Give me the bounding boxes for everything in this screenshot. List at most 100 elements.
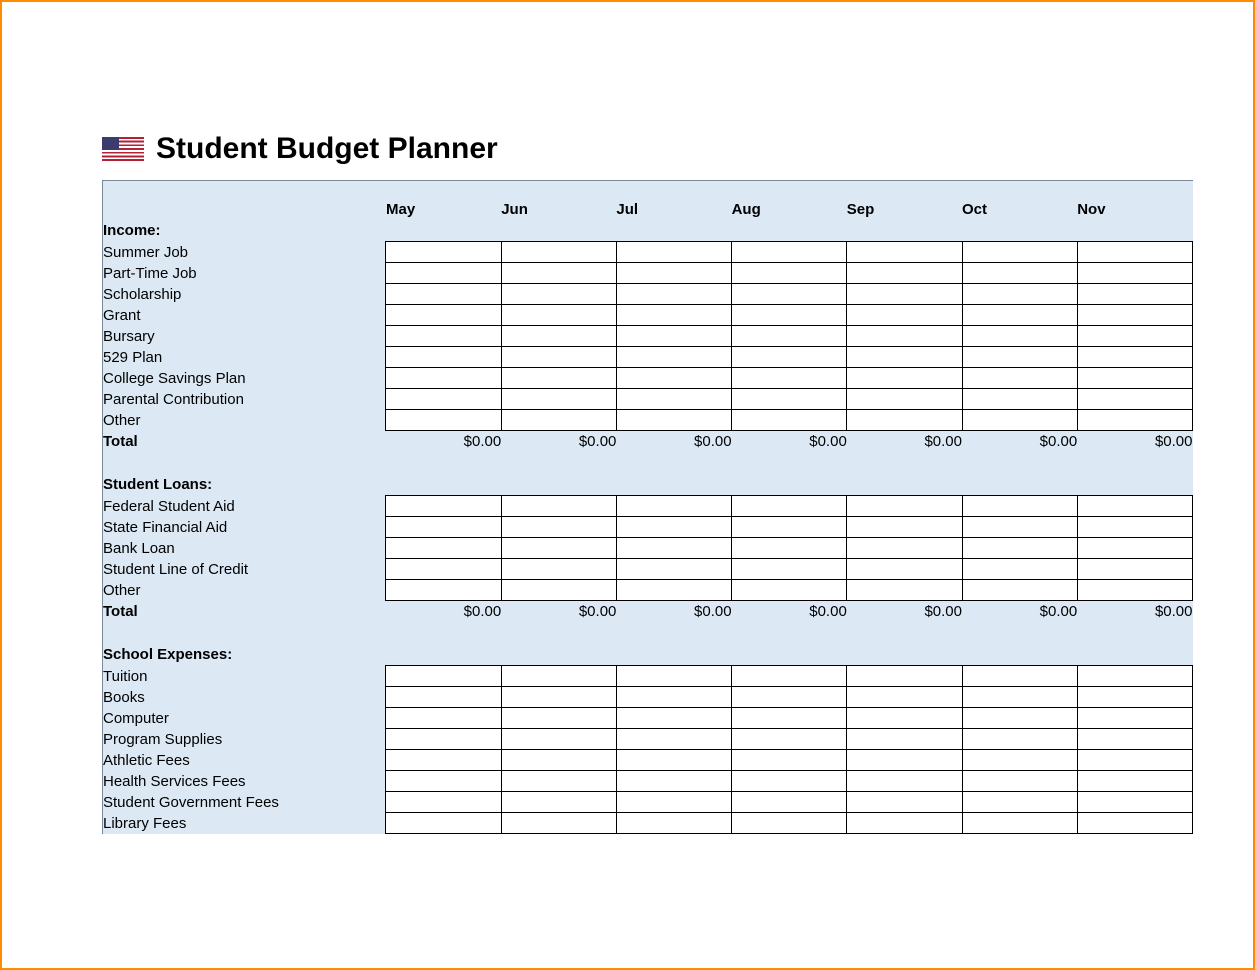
budget-input-cell[interactable] — [386, 792, 501, 813]
budget-input-cell[interactable] — [962, 496, 1077, 517]
budget-input-cell[interactable] — [962, 263, 1077, 284]
budget-input-cell[interactable] — [962, 305, 1077, 326]
budget-input-cell[interactable] — [501, 813, 616, 834]
budget-input-cell[interactable] — [732, 750, 847, 771]
budget-input-cell[interactable] — [616, 517, 731, 538]
budget-input-cell[interactable] — [501, 347, 616, 368]
budget-input-cell[interactable] — [616, 813, 731, 834]
budget-input-cell[interactable] — [847, 771, 962, 792]
budget-input-cell[interactable] — [732, 708, 847, 729]
budget-input-cell[interactable] — [501, 771, 616, 792]
budget-input-cell[interactable] — [962, 708, 1077, 729]
budget-input-cell[interactable] — [386, 729, 501, 750]
budget-input-cell[interactable] — [962, 347, 1077, 368]
budget-input-cell[interactable] — [386, 559, 501, 580]
budget-input-cell[interactable] — [847, 284, 962, 305]
budget-input-cell[interactable] — [732, 496, 847, 517]
budget-input-cell[interactable] — [732, 326, 847, 347]
budget-input-cell[interactable] — [732, 305, 847, 326]
budget-input-cell[interactable] — [616, 410, 731, 431]
budget-input-cell[interactable] — [386, 580, 501, 601]
budget-input-cell[interactable] — [847, 708, 962, 729]
budget-input-cell[interactable] — [386, 771, 501, 792]
budget-input-cell[interactable] — [847, 389, 962, 410]
budget-input-cell[interactable] — [1077, 305, 1192, 326]
budget-input-cell[interactable] — [962, 687, 1077, 708]
budget-input-cell[interactable] — [1077, 242, 1192, 263]
budget-input-cell[interactable] — [732, 729, 847, 750]
budget-input-cell[interactable] — [501, 326, 616, 347]
budget-input-cell[interactable] — [501, 284, 616, 305]
budget-input-cell[interactable] — [1077, 389, 1192, 410]
budget-input-cell[interactable] — [386, 687, 501, 708]
budget-input-cell[interactable] — [501, 538, 616, 559]
budget-input-cell[interactable] — [501, 517, 616, 538]
budget-input-cell[interactable] — [386, 410, 501, 431]
budget-input-cell[interactable] — [962, 771, 1077, 792]
budget-input-cell[interactable] — [732, 666, 847, 687]
budget-input-cell[interactable] — [847, 305, 962, 326]
budget-input-cell[interactable] — [847, 347, 962, 368]
budget-input-cell[interactable] — [847, 729, 962, 750]
budget-input-cell[interactable] — [962, 326, 1077, 347]
budget-input-cell[interactable] — [616, 687, 731, 708]
budget-input-cell[interactable] — [386, 347, 501, 368]
budget-input-cell[interactable] — [1077, 284, 1192, 305]
budget-input-cell[interactable] — [616, 389, 731, 410]
budget-input-cell[interactable] — [847, 496, 962, 517]
budget-input-cell[interactable] — [732, 771, 847, 792]
budget-input-cell[interactable] — [1077, 813, 1192, 834]
budget-input-cell[interactable] — [732, 242, 847, 263]
budget-input-cell[interactable] — [386, 242, 501, 263]
budget-input-cell[interactable] — [1077, 347, 1192, 368]
budget-input-cell[interactable] — [616, 242, 731, 263]
budget-input-cell[interactable] — [501, 263, 616, 284]
budget-input-cell[interactable] — [732, 410, 847, 431]
budget-input-cell[interactable] — [501, 729, 616, 750]
budget-input-cell[interactable] — [501, 750, 616, 771]
budget-input-cell[interactable] — [962, 750, 1077, 771]
budget-input-cell[interactable] — [386, 750, 501, 771]
budget-input-cell[interactable] — [962, 729, 1077, 750]
budget-input-cell[interactable] — [962, 792, 1077, 813]
budget-input-cell[interactable] — [1077, 368, 1192, 389]
budget-input-cell[interactable] — [386, 389, 501, 410]
budget-input-cell[interactable] — [962, 666, 1077, 687]
budget-input-cell[interactable] — [962, 410, 1077, 431]
budget-input-cell[interactable] — [386, 305, 501, 326]
budget-input-cell[interactable] — [847, 559, 962, 580]
budget-input-cell[interactable] — [501, 559, 616, 580]
budget-input-cell[interactable] — [732, 687, 847, 708]
budget-input-cell[interactable] — [732, 538, 847, 559]
budget-input-cell[interactable] — [616, 263, 731, 284]
budget-input-cell[interactable] — [616, 559, 731, 580]
budget-input-cell[interactable] — [616, 326, 731, 347]
budget-input-cell[interactable] — [501, 792, 616, 813]
budget-input-cell[interactable] — [847, 750, 962, 771]
budget-input-cell[interactable] — [501, 687, 616, 708]
budget-input-cell[interactable] — [501, 496, 616, 517]
budget-input-cell[interactable] — [1077, 538, 1192, 559]
budget-input-cell[interactable] — [732, 284, 847, 305]
budget-input-cell[interactable] — [1077, 708, 1192, 729]
budget-input-cell[interactable] — [732, 263, 847, 284]
budget-input-cell[interactable] — [732, 813, 847, 834]
budget-input-cell[interactable] — [732, 559, 847, 580]
budget-input-cell[interactable] — [962, 284, 1077, 305]
budget-input-cell[interactable] — [616, 284, 731, 305]
budget-input-cell[interactable] — [386, 326, 501, 347]
budget-input-cell[interactable] — [386, 517, 501, 538]
budget-input-cell[interactable] — [501, 242, 616, 263]
budget-input-cell[interactable] — [1077, 687, 1192, 708]
budget-input-cell[interactable] — [1077, 496, 1192, 517]
budget-input-cell[interactable] — [847, 263, 962, 284]
budget-input-cell[interactable] — [847, 687, 962, 708]
budget-input-cell[interactable] — [616, 347, 731, 368]
budget-input-cell[interactable] — [501, 389, 616, 410]
budget-input-cell[interactable] — [501, 410, 616, 431]
budget-input-cell[interactable] — [1077, 517, 1192, 538]
budget-input-cell[interactable] — [962, 813, 1077, 834]
budget-input-cell[interactable] — [847, 666, 962, 687]
budget-input-cell[interactable] — [1077, 771, 1192, 792]
budget-input-cell[interactable] — [386, 813, 501, 834]
